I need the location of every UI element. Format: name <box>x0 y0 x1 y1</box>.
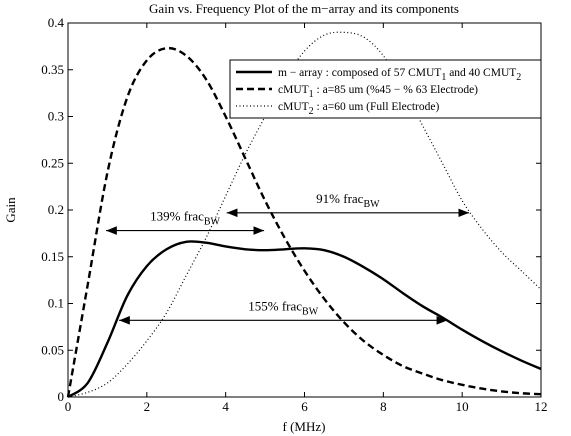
y-tick-label: 0.2 <box>48 202 64 217</box>
legend-label-part: and 40 CMUT <box>446 67 516 79</box>
legend: m − array : composed of 57 CMUT1 and 40 … <box>229 59 542 119</box>
x-tick-label: 2 <box>144 399 151 414</box>
x-tick-label: 12 <box>535 399 548 414</box>
legend-label-part: : a=60 um (Full Electrode) <box>314 101 440 113</box>
annotation-label-part: 91% frac <box>316 191 364 206</box>
y-axis-label: Gain <box>3 197 18 223</box>
y-tick-label: 0.3 <box>48 109 64 124</box>
legend-label-subscript: 2 <box>309 106 314 117</box>
legend-box <box>229 59 542 119</box>
annotation-label: 139% fracBW <box>150 209 220 228</box>
y-tick-label: 0.4 <box>48 15 65 30</box>
annotation-label-part: 155% frac <box>248 298 302 313</box>
legend-label: cMUT2 : a=60 um (Full Electrode) <box>278 101 439 117</box>
legend-label: cMUT1 : a=85 um (%45 − % 63 Electrode) <box>278 84 478 100</box>
legend-label-part: cMUT <box>278 84 309 96</box>
x-tick-label: 0 <box>65 399 72 414</box>
x-tick-label: 10 <box>456 399 469 414</box>
x-tick-label: 8 <box>380 399 387 414</box>
annotation-label-subscript: BW <box>363 199 380 210</box>
x-tick-label: 4 <box>222 399 229 414</box>
legend-label: m − array : composed of 57 CMUT1 and 40 … <box>278 67 521 83</box>
legend-label-part: m − array : composed of 57 CMUT <box>278 67 441 79</box>
legend-label-part: cMUT <box>278 101 309 113</box>
series-line <box>67 31 542 398</box>
annotation-label: 155% fracBW <box>248 298 318 317</box>
legend-label-subscript: 2 <box>516 72 521 83</box>
annotation-label-subscript: BW <box>302 306 319 317</box>
series-line <box>66 46 542 398</box>
legend-label-subscript: 1 <box>441 72 446 83</box>
series-line <box>67 240 542 399</box>
legend-label-part: : a=85 um (%45 − % 63 Electrode) <box>314 84 479 96</box>
annotation-label-part: 139% frac <box>150 209 204 224</box>
legend-label-subscript: 1 <box>309 89 314 100</box>
y-tick-label: 0.25 <box>41 155 64 170</box>
y-tick-label: 0.1 <box>48 296 64 311</box>
y-tick-label: 0.35 <box>41 62 64 77</box>
y-tick-label: 0.15 <box>41 249 64 264</box>
annotation-label: 91% fracBW <box>316 191 380 210</box>
x-tick-label: 6 <box>301 399 308 414</box>
y-tick-label: 0.05 <box>41 342 64 357</box>
chart-title: Gain vs. Frequency Plot of the m−array a… <box>149 1 459 16</box>
x-axis-label: f (MHz) <box>283 419 326 434</box>
annotation-label-subscript: BW <box>204 217 221 228</box>
y-tick-label: 0 <box>58 389 65 404</box>
